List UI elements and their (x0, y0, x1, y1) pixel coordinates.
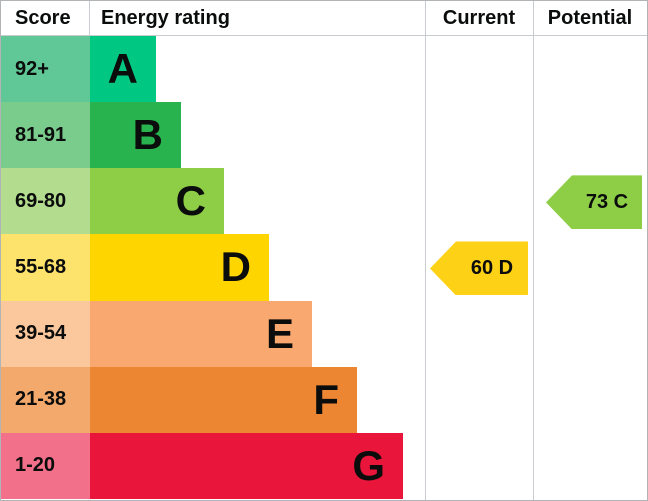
band-score-range: 39-54 (1, 300, 90, 367)
band-score-range: 55-68 (1, 234, 90, 301)
band-row-e: 39-54 E (1, 300, 647, 367)
chart-header: Score Energy rating Current Potential (1, 1, 647, 36)
band-bar: F (90, 366, 357, 433)
band-bar: C (90, 168, 224, 235)
potential-rating-label: 73 C (585, 190, 629, 213)
band-row-c: 69-80 C (1, 168, 647, 235)
band-row-a: 92+ A (1, 36, 647, 103)
header-energy-rating: Energy rating (101, 6, 230, 29)
band-letter: C (175, 177, 206, 225)
band-rows: 92+ A 81-91 B 69-80 C 55-68 D 39-54 E 21-38 F 1-20 G (1, 36, 647, 499)
header-potential: Potential (547, 6, 633, 29)
band-letter: B (132, 111, 163, 159)
band-bar: A (90, 36, 156, 103)
band-row-b: 81-91 B (1, 102, 647, 169)
header-score: Score (15, 6, 71, 29)
band-row-f: 21-38 F (1, 366, 647, 433)
band-letter: F (313, 375, 339, 423)
band-row-g: 1-20 G (1, 432, 647, 499)
band-bar: G (90, 432, 403, 499)
band-letter: D (220, 243, 251, 291)
band-score-range: 1-20 (1, 432, 90, 499)
band-bar: E (90, 300, 312, 367)
band-bar: B (90, 102, 181, 169)
score-column-divider (89, 1, 90, 36)
band-score-range: 81-91 (1, 102, 90, 169)
current-column-divider (425, 1, 426, 500)
band-row-d: 55-68 D (1, 234, 647, 301)
band-letter: G (352, 441, 385, 489)
band-score-range: 92+ (1, 36, 90, 103)
potential-column-divider (533, 1, 534, 500)
band-bar: D (90, 234, 269, 301)
current-rating-label: 60 D (470, 256, 514, 279)
header-current: Current (442, 6, 516, 29)
band-letter: E (265, 309, 294, 357)
band-score-range: 21-38 (1, 366, 90, 433)
band-letter: A (107, 45, 138, 93)
band-score-range: 69-80 (1, 168, 90, 235)
